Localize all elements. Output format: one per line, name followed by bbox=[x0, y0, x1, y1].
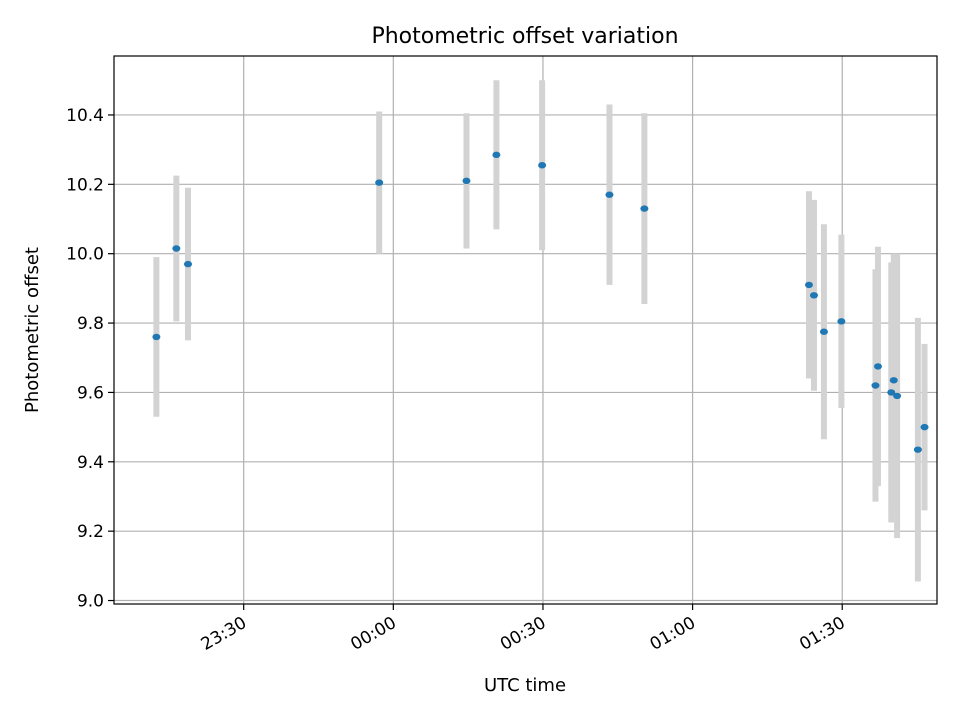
data-point bbox=[893, 392, 902, 400]
x-axis-label: UTC time bbox=[484, 675, 566, 696]
y-tick-label: 9.8 bbox=[77, 314, 104, 334]
data-point bbox=[889, 377, 898, 384]
data-point bbox=[871, 382, 880, 389]
data-point bbox=[538, 162, 547, 169]
data-point bbox=[183, 260, 192, 268]
y-tick-label: 10.2 bbox=[66, 175, 104, 195]
y-tick-label: 10.0 bbox=[66, 245, 104, 265]
y-tick-label: 10.4 bbox=[66, 106, 104, 126]
data-point bbox=[640, 205, 649, 212]
data-point bbox=[172, 245, 181, 252]
data-point bbox=[152, 333, 161, 341]
data-point bbox=[887, 389, 896, 396]
data-point bbox=[819, 328, 828, 335]
plot-frame bbox=[113, 55, 938, 605]
data-point bbox=[809, 292, 818, 299]
y-tick-label: 9.6 bbox=[77, 383, 104, 403]
data-point bbox=[837, 318, 846, 325]
data-points bbox=[152, 151, 929, 453]
data-point bbox=[873, 363, 882, 370]
chart-title: Photometric offset variation bbox=[371, 24, 678, 49]
y-tick-label: 9.0 bbox=[77, 592, 104, 612]
data-point bbox=[605, 191, 614, 198]
y-axis-label: Photometric offset bbox=[22, 247, 43, 413]
y-tick-label: 9.4 bbox=[77, 453, 104, 473]
y-axis-ticks: 9.0 9.2 9.4 9.6 9.8 10.0 10.2 10.4 bbox=[66, 106, 114, 612]
data-point bbox=[462, 177, 471, 185]
data-point bbox=[375, 179, 384, 186]
data-point bbox=[913, 446, 922, 453]
data-point bbox=[804, 281, 813, 289]
data-point bbox=[920, 423, 929, 431]
data-point bbox=[492, 151, 501, 159]
y-tick-label: 9.2 bbox=[77, 522, 104, 542]
